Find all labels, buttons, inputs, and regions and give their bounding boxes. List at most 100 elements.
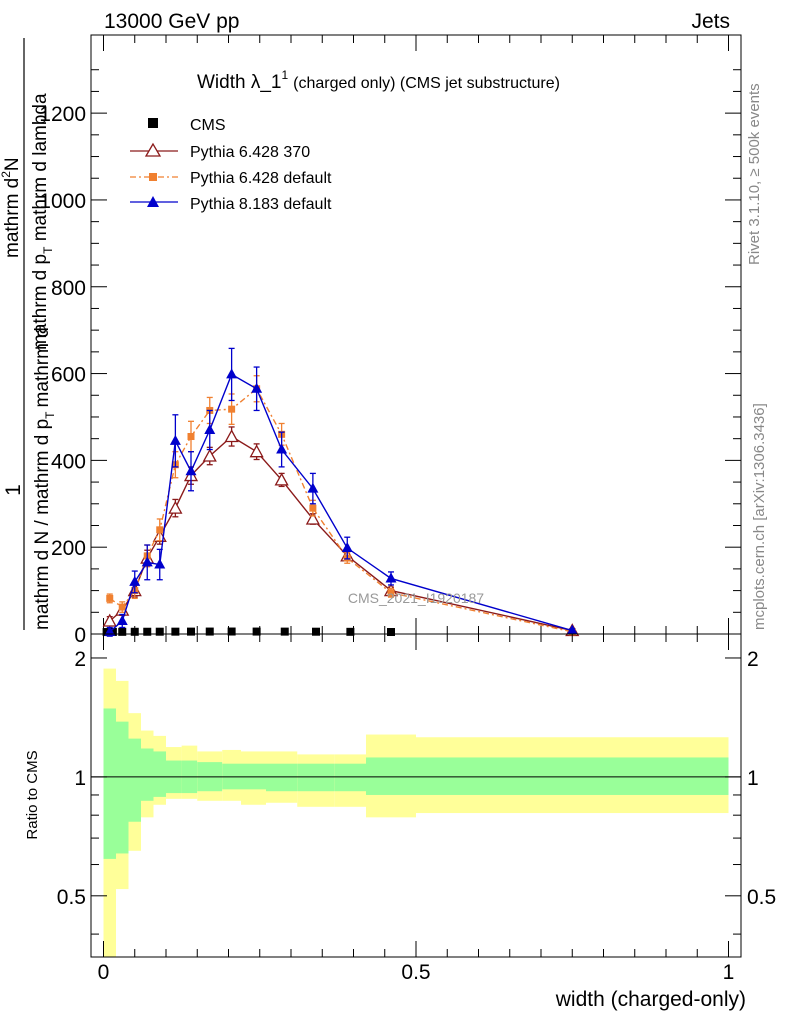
mcplots-label: mcplots.cern.ch [arXiv:1306.3436]: [751, 403, 768, 630]
data-point: [387, 589, 395, 597]
green-band-bin: [141, 748, 154, 801]
ylabel-inner-numerator: mathrm d2N: [0, 157, 23, 258]
series-0: [102, 627, 395, 637]
green-band-bin: [116, 721, 129, 854]
ratio-ytick-label-left: 0.5: [57, 886, 86, 909]
green-band-bin: [128, 738, 141, 822]
ylabel-inner-denominator: mathrm d pT mathrm d lambda: [30, 93, 55, 350]
legend-label-p6-default: Pythia 6.428 default: [190, 170, 332, 187]
data-point: [276, 443, 288, 454]
legend-label-p6-370: Pythia 6.428 370: [190, 144, 310, 161]
data-point: [202, 448, 217, 462]
legend-label-cms: CMS: [190, 117, 226, 134]
series-line: [109, 373, 573, 633]
data-point: [187, 627, 195, 636]
data-point: [118, 603, 126, 611]
y-tick-label: 200: [51, 537, 86, 560]
data-point: [104, 625, 116, 636]
main-ylabel: 1 mathrm d N / mathrm d pTmathrm d mathr…: [0, 38, 57, 630]
data-point: [106, 594, 114, 602]
x-tick-label: 0: [98, 961, 110, 984]
y-tick-label: 0: [74, 624, 86, 647]
data-point: [143, 627, 152, 636]
ratio-ytick-label-right: 0.5: [747, 886, 776, 909]
ratio-ytick-label-right: 2: [747, 648, 759, 671]
data-point: [309, 504, 317, 512]
ratio-panel: 0.5 0.5 1 1 2 2 0 0.5 1 Ratio to CMS width (char…: [24, 633, 776, 1011]
data-point: [385, 572, 397, 583]
data-point: [187, 433, 195, 441]
data-point: [226, 368, 238, 379]
data-point: [251, 382, 263, 393]
x-tick-label: 0.5: [401, 961, 430, 984]
data-point: [205, 627, 214, 636]
data-point: [130, 627, 139, 636]
ylabel-denominator: mathrm d N / mathrm d pTmathrm d: [32, 327, 57, 630]
data-point: [204, 423, 216, 434]
y-tick-label: 800: [51, 277, 86, 300]
data-point: [312, 627, 320, 636]
x-tick-label: 1: [723, 961, 735, 984]
data-point: [185, 465, 197, 476]
data-point: [280, 627, 289, 636]
data-point: [156, 526, 164, 534]
data-point: [154, 558, 166, 569]
x-axis-label: width (charged-only): [555, 988, 746, 1011]
ratio-ytick-label-left: 1: [74, 767, 86, 790]
chart-title: Width λ_11 (charged only) (CMS jet substr…: [197, 68, 560, 93]
green-band-bin: [416, 757, 729, 795]
data-point: [252, 627, 261, 636]
green-band-bin: [366, 757, 416, 795]
ratio-bands: [103, 668, 729, 957]
ratio-axis-ticks: 0.5 0.5 1 1 2 2 0 0.5 1: [57, 634, 776, 984]
y-tick-label: 400: [51, 450, 86, 473]
y-tick-label: 1000: [39, 190, 86, 213]
y-tick-label: 600: [51, 364, 86, 387]
data-point: [169, 434, 181, 445]
green-band-bin: [103, 708, 116, 859]
legend-marker-p6-370: [144, 142, 162, 157]
data-point: [155, 627, 164, 636]
data-point: [228, 405, 236, 413]
data-point: [227, 627, 236, 636]
main-series: [102, 347, 580, 637]
ratio-ytick-label-left: 2: [74, 648, 86, 671]
green-band-bin: [297, 763, 335, 792]
ratio-ytick-label-right: 1: [747, 767, 759, 790]
header-left: 13000 GeV pp: [104, 10, 239, 33]
main-frame: [90, 34, 742, 635]
data-point: [171, 627, 180, 636]
data-point: [141, 556, 153, 567]
watermark: CMS_2021_I1920187: [348, 590, 484, 606]
data-point: [387, 628, 395, 637]
legend-marker-p8-default: [147, 196, 159, 207]
data-point: [168, 500, 183, 514]
data-point: [224, 429, 239, 443]
series-3: [104, 347, 578, 637]
data-point: [566, 624, 578, 635]
data-point: [305, 511, 320, 525]
data-point: [274, 472, 289, 486]
data-point: [346, 627, 355, 636]
legend-marker-p6-default: [149, 173, 157, 181]
data-point: [118, 627, 127, 636]
green-band-bin: [266, 763, 298, 792]
legend-marker-cms: [148, 118, 158, 128]
data-point: [129, 575, 141, 586]
series-line: [109, 435, 573, 632]
main-axis-ticks: 0 200 400 600 800 1000 1200: [39, 35, 741, 647]
green-band-bin: [334, 763, 366, 792]
y-tick-label: 1200: [39, 103, 86, 126]
data-point: [307, 482, 319, 493]
data-point: [116, 614, 128, 625]
data-point: [249, 444, 264, 458]
data-point: [341, 542, 353, 553]
header-right: Jets: [691, 10, 730, 33]
ratio-ylabel: Ratio to CMS: [24, 750, 41, 839]
legend-label-p8-default: Pythia 8.183 default: [190, 196, 332, 213]
green-band-bin: [153, 751, 166, 797]
legend: CMS Pythia 6.428 370 Pythia 6.428 defaul…: [130, 117, 332, 213]
rivet-label: Rivet 3.1.10, ≥ 500k events: [746, 83, 763, 265]
